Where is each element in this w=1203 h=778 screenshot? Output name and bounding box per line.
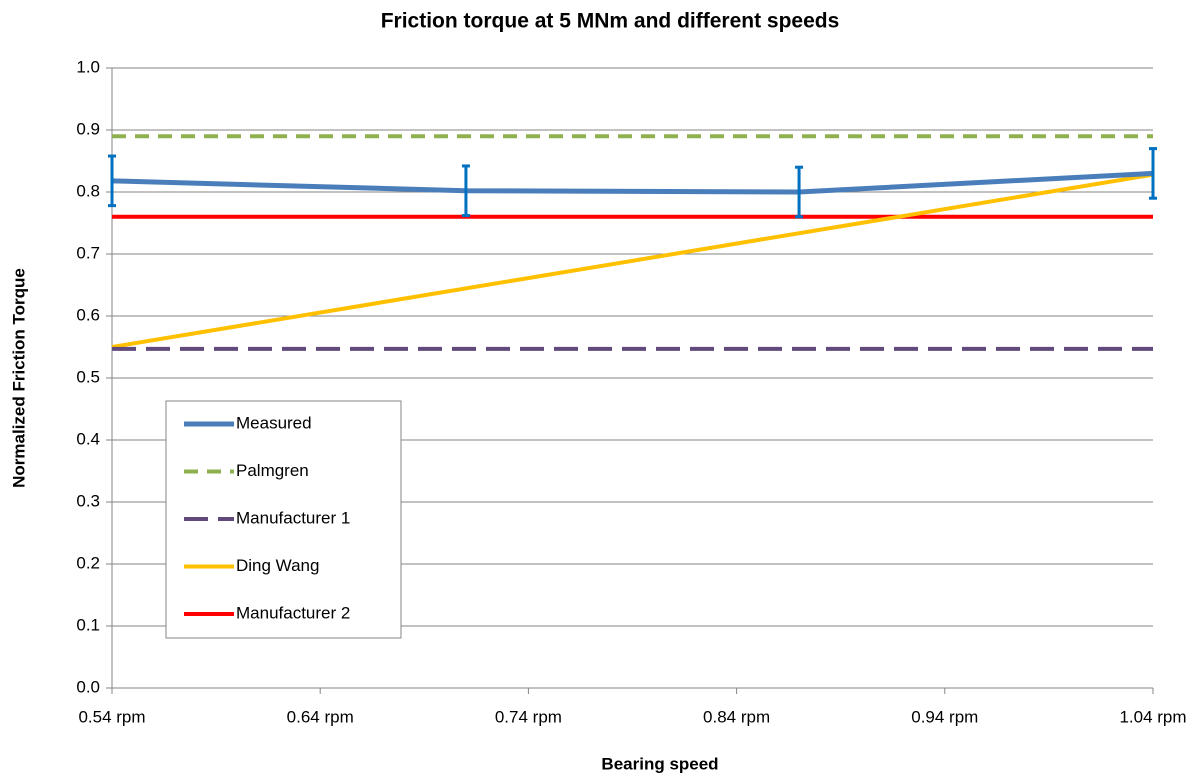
y-tick-label: 0.8: [76, 181, 100, 200]
chart-title: Friction torque at 5 MNm and different s…: [381, 10, 840, 33]
x-tick-label: 0.84 rpm: [703, 707, 770, 726]
error-bar: [795, 165, 804, 219]
error-bar: [461, 164, 470, 218]
y-tick-label: 0.2: [76, 553, 100, 572]
x-tick-label: 0.54 rpm: [78, 707, 145, 726]
legend-label: Manufacturer 2: [236, 603, 350, 622]
x-tick-label: 1.04 rpm: [1119, 707, 1186, 726]
y-tick-label: 1.0: [76, 57, 100, 76]
series-line: [111, 170, 1154, 195]
y-tick-label: 0.5: [76, 367, 100, 386]
x-tick-label: 0.94 rpm: [911, 707, 978, 726]
y-tick-label: 0.3: [76, 491, 100, 510]
y-tick-label: 0.4: [76, 429, 100, 448]
legend-label: Manufacturer 1: [236, 508, 350, 527]
y-tick-label: 0.1: [76, 615, 100, 634]
series-line: [111, 172, 1154, 349]
legend-label: Ding Wang: [236, 556, 319, 575]
x-tick-label: 0.64 rpm: [287, 707, 354, 726]
y-tick-label: 0.7: [76, 243, 100, 262]
error-bar: [1149, 147, 1157, 200]
legend-label: Palmgren: [236, 461, 309, 480]
y-tick-label: 0.6: [76, 305, 100, 324]
y-axis-label: Normalized Friction Torque: [9, 268, 28, 488]
x-tick-label: 0.74 rpm: [495, 707, 562, 726]
y-tick-label: 0.0: [76, 677, 100, 696]
error-bar: [108, 154, 116, 208]
y-tick-label: 0.9: [76, 119, 100, 138]
x-axis-label: Bearing speed: [601, 754, 718, 773]
legend-label: Measured: [236, 413, 312, 432]
